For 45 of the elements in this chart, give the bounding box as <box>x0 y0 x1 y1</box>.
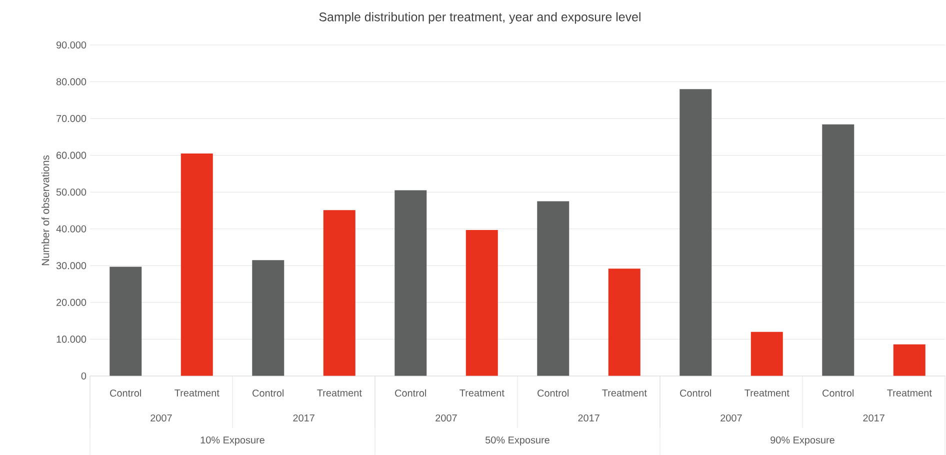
y-tick-label: 80.000 <box>56 78 86 86</box>
text: 2007 <box>720 414 742 422</box>
y-tick-label: 50.000 <box>56 188 86 196</box>
y-tick-label: 70.000 <box>56 115 86 122</box>
x-tick-label: Control <box>538 389 568 397</box>
x-tick-label: Control <box>822 389 854 397</box>
x-tick-label: Control <box>252 389 284 397</box>
y-tick-label: 40.000 <box>56 225 86 232</box>
bar <box>394 190 427 376</box>
text: 2017 <box>863 414 884 422</box>
bar <box>252 260 284 376</box>
y-axis-title: Number of observations <box>42 155 50 266</box>
text: 90% Exposure <box>770 436 834 446</box>
text: 10% Exposure <box>200 436 264 446</box>
x-tick-label: Control <box>680 389 711 397</box>
text: 50% Exposure <box>486 436 550 446</box>
x-tick-label: Treatment <box>887 390 932 396</box>
text: 2017 <box>293 414 314 422</box>
x-tick-label: Treatment <box>317 390 362 396</box>
x-tick-label: Treatment <box>602 390 647 396</box>
y-tick-label: 20.000 <box>56 298 86 306</box>
y-tick-label: 0 <box>81 372 86 380</box>
bar <box>750 332 783 376</box>
chart-title: Sample distribution per treatment, year and exposure level <box>319 12 640 24</box>
x-tick-label: Control <box>395 389 426 397</box>
bar <box>323 210 356 376</box>
text: 2007 <box>150 414 172 422</box>
y-tick-label: 30.000 <box>56 262 86 270</box>
bar <box>466 230 498 376</box>
bar <box>608 268 640 376</box>
bar <box>180 153 213 376</box>
x-tick-label: Treatment <box>460 390 504 396</box>
bar <box>537 201 570 376</box>
x-tick-label: Treatment <box>744 390 790 396</box>
bar <box>822 124 854 376</box>
text: 2017 <box>578 414 600 422</box>
y-tick-label: 10.000 <box>56 336 86 343</box>
bar <box>110 266 142 376</box>
y-tick-label: 90.000 <box>56 41 86 49</box>
text: 2007 <box>436 414 457 422</box>
x-tick-label: Treatment <box>174 390 220 396</box>
bar <box>680 89 712 376</box>
bar <box>893 344 926 376</box>
y-tick-label: 60.000 <box>56 152 86 159</box>
x-tick-label: Control <box>110 389 141 397</box>
